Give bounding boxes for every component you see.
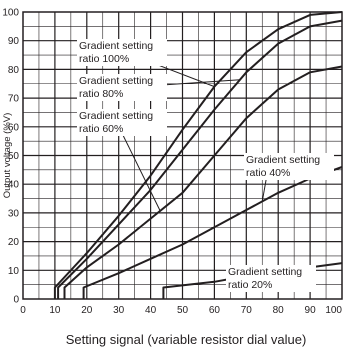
series-line-3: [63, 65, 343, 299]
label-bg-2: [77, 74, 167, 101]
series-label-3-line-1: Gradient setting: [79, 110, 153, 122]
plot-border: [22, 11, 343, 300]
series-label-1-line-2: ratio 100%: [79, 53, 129, 65]
y-tick-label: 70: [8, 94, 20, 105]
y-tick-label: 40: [8, 180, 20, 191]
x-tick-label: 60: [209, 305, 221, 316]
y-tick-label: 50: [8, 151, 20, 162]
label-bg-3: [77, 109, 167, 136]
tick-labels: 0 10 20 30 40 50 60 70 80 90 100 0 10 20 30 40 50 60 70 80 9…: [2, 8, 342, 317]
series-line-4: [82, 166, 343, 299]
x-tick-label: 100: [325, 305, 342, 316]
y-tick-label: 100: [2, 8, 19, 19]
x-tick-label: 50: [177, 305, 189, 316]
x-tick-label: 40: [145, 305, 157, 316]
x-tick-label: 0: [20, 305, 26, 316]
y-tick-label: 20: [8, 237, 20, 248]
y-tick-label: 30: [8, 208, 20, 219]
series-layer: [53, 11, 343, 299]
label-bg-4: [244, 153, 334, 180]
y-tick-label: 0: [13, 295, 19, 306]
series-label-2-line-2: ratio 80%: [79, 88, 123, 100]
series-label-4-line-1: Gradient setting: [246, 154, 320, 166]
series-label-5-line-2: ratio 20%: [228, 279, 272, 291]
series-label-4-line-2: ratio 40%: [246, 167, 290, 179]
leader-line-3: [118, 126, 161, 212]
x-tick-label: 20: [81, 305, 93, 316]
x-axis-title: Setting signal (variable resistor dial v…: [66, 332, 307, 347]
x-tick-label: 80: [273, 305, 285, 316]
label-bg-5: [226, 265, 316, 292]
series-label-2-line-1: Gradient setting: [79, 75, 153, 87]
series-label-5-line-1: Gradient setting: [228, 266, 302, 278]
y-tick-label: 80: [8, 65, 20, 76]
series-label-3-line-2: ratio 60%: [79, 123, 123, 135]
x-tick-label: 90: [305, 305, 317, 316]
label-bg-1: [77, 39, 167, 66]
series-line-1: [53, 11, 343, 299]
series-label-1-line-1: Gradient setting: [79, 40, 153, 52]
x-tick-label: 70: [241, 305, 253, 316]
y-tick-label: 10: [8, 266, 20, 277]
y-axis-title: Output voltage (%V): [2, 113, 13, 199]
y-tick-label: 90: [8, 36, 20, 47]
plot-frame: [22, 11, 343, 300]
x-tick-label: 30: [113, 305, 125, 316]
x-tick-label: 10: [49, 305, 61, 316]
y-tick-label: 60: [8, 122, 20, 133]
series-line-2: [57, 19, 343, 299]
